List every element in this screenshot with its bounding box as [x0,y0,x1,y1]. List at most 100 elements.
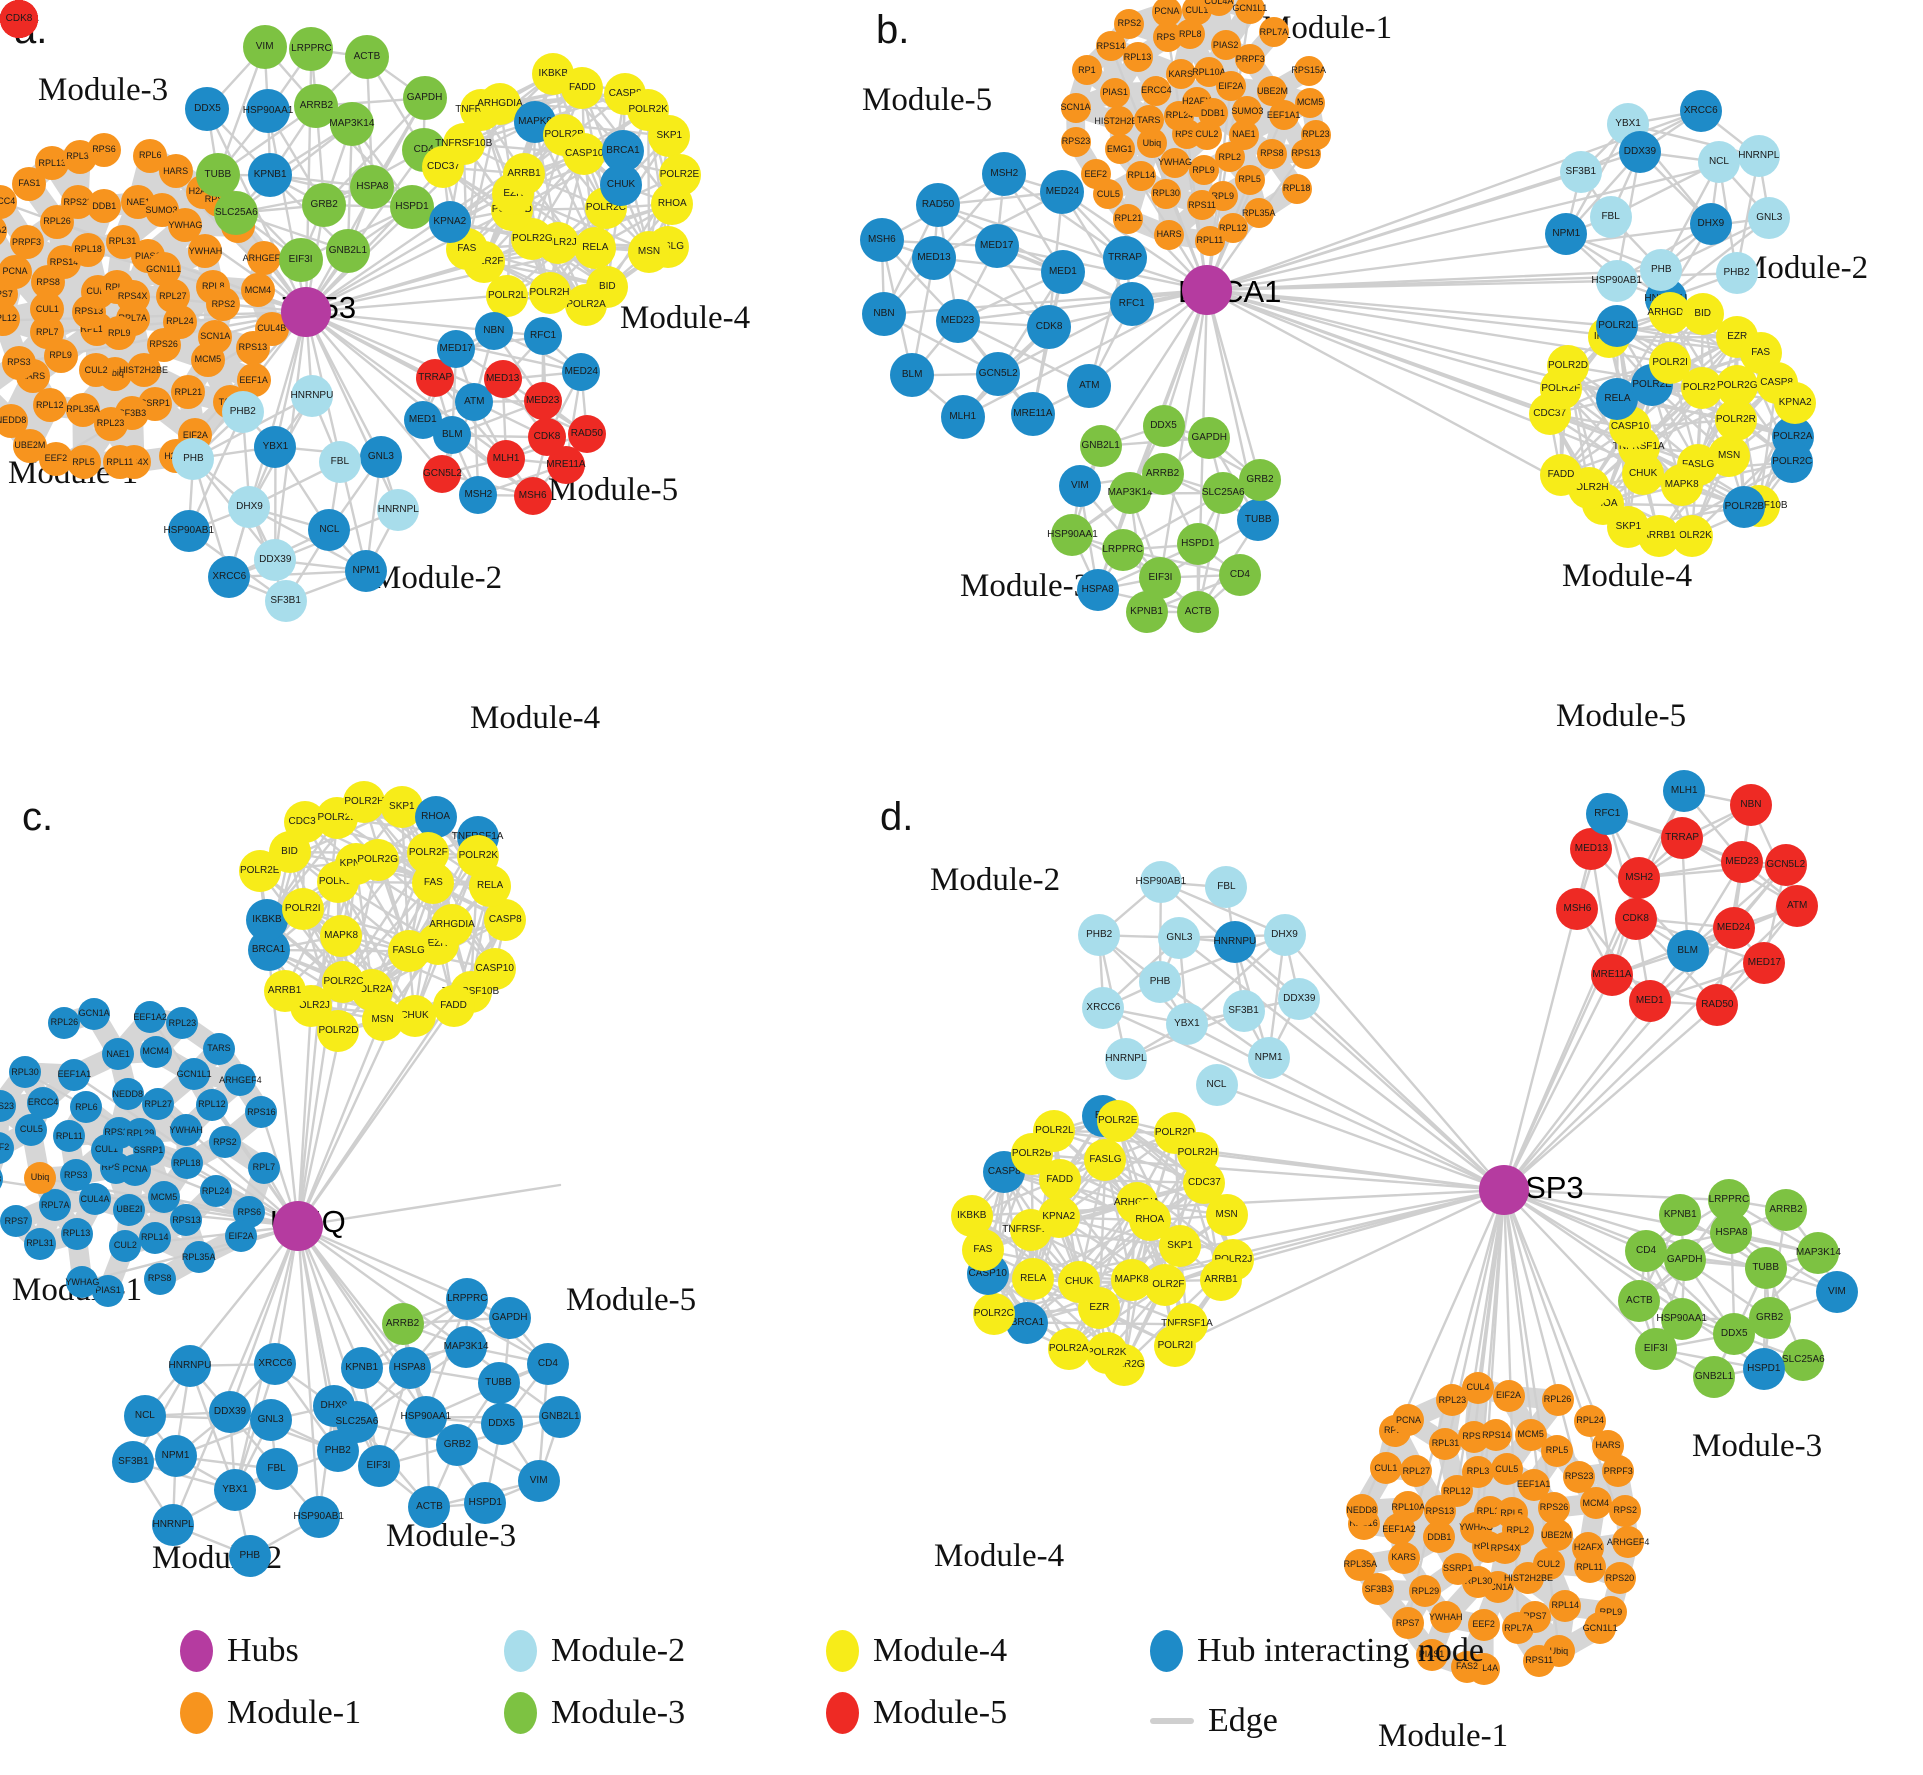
network-node[interactable]: FBL [255,1448,298,1491]
network-node[interactable]: MSH6 [1556,887,1599,930]
network-node[interactable]: NBN [474,311,513,350]
network-node[interactable]: FASLG [1084,1138,1127,1181]
network-node[interactable]: MSH6 [513,476,552,515]
network-node[interactable]: DDX39 [1278,977,1321,1020]
network-node[interactable]: NPM1 [154,1435,197,1478]
network-node[interactable]: RPL31 [23,1227,56,1260]
network-node[interactable]: GAPDH [488,1296,531,1339]
network-node[interactable]: DHX9 [1689,202,1732,245]
network-node[interactable]: RPL12 [32,388,67,423]
network-node[interactable]: DDB1 [87,189,122,224]
network-node[interactable]: ARRB2 [1141,452,1184,495]
network-node[interactable]: CD4 [526,1342,569,1385]
network-node[interactable]: MED17 [974,224,1019,269]
network-node[interactable]: SF3B3 [0,1163,4,1196]
network-node[interactable]: DDX39 [1618,130,1661,173]
network-node[interactable]: ARRB1 [1200,1259,1243,1302]
network-node[interactable]: RPL11 [1573,1551,1606,1584]
network-node[interactable]: RPL18 [170,1147,203,1180]
network-node[interactable]: KPNB1 [340,1347,383,1390]
network-node[interactable]: YWHAH [188,234,223,269]
network-node[interactable]: HSPD1 [390,184,435,229]
network-node[interactable]: DDX5 [1142,404,1185,447]
network-node[interactable]: ARHGEF4 [219,1064,262,1097]
network-node[interactable]: RPL11 [53,1120,86,1153]
network-node[interactable]: GCN1A [78,997,111,1030]
network-node[interactable]: RPL3 [1462,1455,1495,1488]
network-node[interactable]: RPL23 [166,1007,199,1040]
network-node[interactable]: GNB2L1 [1079,425,1122,468]
network-node[interactable]: MSH2 [459,476,498,515]
network-node[interactable]: RPL5 [1234,164,1265,195]
network-node[interactable]: DDX5 [1713,1313,1756,1356]
hub-node[interactable] [281,287,331,337]
network-node[interactable]: RPL35A [65,392,100,427]
network-node[interactable]: MAP3K14 [444,1325,489,1368]
network-node[interactable]: RPS13 [1290,138,1321,169]
network-node[interactable]: FBL [318,441,361,484]
network-node[interactable]: KARS [1387,1541,1420,1574]
network-node[interactable]: MED23 [935,298,980,343]
network-node[interactable]: GAPDH [402,76,447,121]
network-node[interactable]: EEF1A2 [133,1001,167,1034]
network-node[interactable]: EIF2A [225,1220,258,1253]
network-node[interactable]: PIAS1 [1100,77,1131,108]
network-node[interactable]: MAPK8 [1110,1258,1153,1301]
network-node[interactable]: MED23 [523,382,562,421]
network-node[interactable]: PCNA [1392,1404,1425,1437]
network-node[interactable]: FADD [1539,453,1582,496]
network-node[interactable]: POLR2L [1596,305,1639,348]
network-node[interactable]: EEF1A2 [0,213,7,248]
network-node[interactable]: RPS2 [208,1126,241,1159]
network-node[interactable]: RPS8 [1256,138,1287,169]
network-node[interactable]: RPL26 [48,1006,81,1039]
network-node[interactable]: RFC1 [1586,793,1629,835]
network-node[interactable]: NEDD8 [111,1078,144,1111]
network-node[interactable]: RPL9 [102,316,137,351]
network-node[interactable]: HSPA8 [1710,1211,1753,1254]
network-node[interactable]: KARS [1165,59,1196,90]
network-node[interactable]: HNRNPL [1104,1038,1147,1081]
network-node[interactable]: CUL1 [1369,1452,1402,1485]
network-node[interactable]: HNRNPL [1737,135,1780,178]
network-node[interactable]: ARHGEF4 [243,241,285,276]
network-node[interactable]: GNL3 [249,1398,292,1441]
network-node[interactable]: SF3B1 [1559,151,1602,194]
network-node[interactable]: MED1 [1628,980,1671,1023]
network-node[interactable]: IKBKB [950,1194,993,1237]
network-node[interactable]: KPNB1 [248,153,293,198]
network-node[interactable]: RPL30 [8,1056,41,1089]
network-node[interactable]: NCL [123,1394,166,1437]
network-node[interactable]: GRB2 [1238,459,1281,502]
network-node[interactable]: POLR2H [343,780,386,823]
network-node[interactable]: MCM5 [1295,87,1326,118]
network-node[interactable]: POLR2I [1154,1325,1197,1368]
network-node[interactable]: GNB2L1 [1693,1356,1736,1399]
network-node[interactable]: MLH1 [1663,770,1706,813]
network-node[interactable]: HSP90AB1 [1591,259,1642,302]
network-node[interactable]: CD4 [1218,553,1261,596]
network-node[interactable]: ATM [1067,364,1112,409]
network-node[interactable]: MAP3K14 [1796,1232,1841,1275]
network-node[interactable]: RPL27 [142,1088,175,1121]
network-node[interactable]: VIM [242,24,287,69]
network-node[interactable]: NPM1 [1247,1037,1290,1080]
network-node[interactable]: SSRP1 [1441,1552,1474,1585]
network-node[interactable]: CD4 [1625,1230,1668,1273]
network-node[interactable]: RP1 [1071,55,1102,86]
network-node[interactable]: MED1 [1040,250,1085,295]
network-node[interactable]: GCN5L2 [423,454,462,493]
network-node[interactable]: RPL7A [39,1189,72,1222]
network-node[interactable]: GCN5L2 [1764,843,1807,886]
network-node[interactable]: HSP90AA1 [401,1396,451,1439]
network-node[interactable]: EIF2A [1492,1379,1525,1412]
network-node[interactable]: XRCC6 [1082,986,1125,1029]
network-node[interactable]: ARHGDIA [429,903,475,946]
network-node[interactable]: RPL31 [1429,1427,1462,1460]
network-node[interactable]: POLR2A [1047,1328,1090,1371]
network-node[interactable]: RPS8 [143,1262,176,1295]
network-node[interactable]: BLM [890,353,935,398]
network-node[interactable]: FASLG [387,930,430,973]
network-node[interactable]: RHOA [414,796,457,839]
network-node[interactable]: YWHAH [169,1114,203,1147]
